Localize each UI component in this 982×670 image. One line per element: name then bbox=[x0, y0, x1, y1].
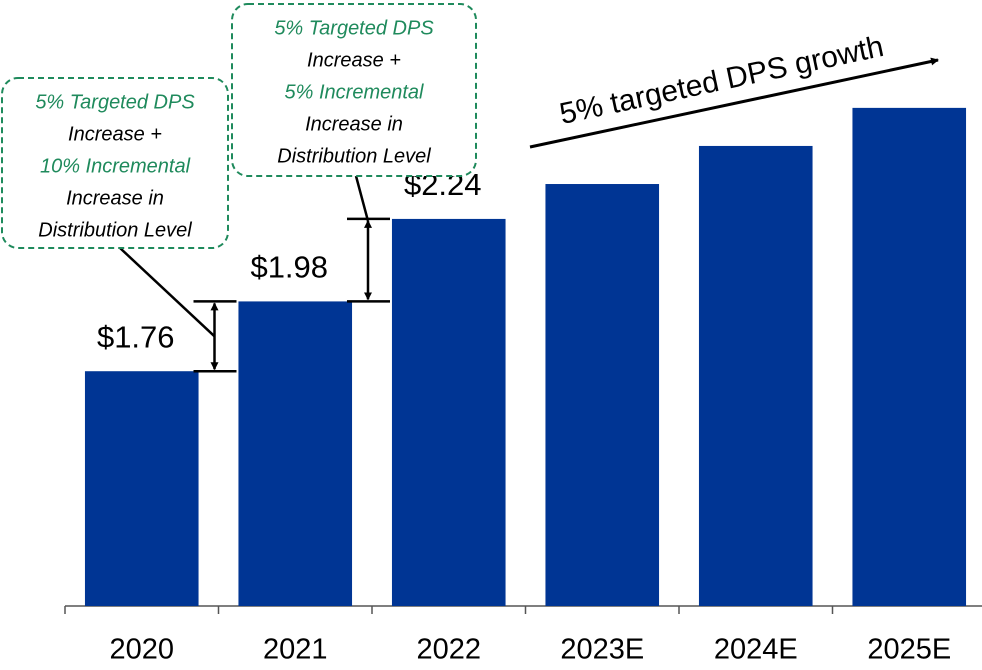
bar bbox=[84, 371, 199, 606]
growth-arrow bbox=[529, 57, 939, 149]
bar bbox=[852, 107, 967, 607]
x-tick-label: 2024E bbox=[714, 634, 798, 666]
x-tick-label: 2021 bbox=[263, 634, 328, 666]
bar bbox=[698, 145, 813, 607]
x-tick-label: 2020 bbox=[109, 634, 174, 666]
bar bbox=[545, 184, 660, 606]
value-label: $1.98 bbox=[250, 250, 328, 285]
x-tick-label: 2023E bbox=[560, 634, 644, 666]
callout-text: 5% Targeted DPS bbox=[35, 91, 195, 113]
callout-text: Distribution Level bbox=[38, 219, 192, 241]
x-tick-label: 2025E bbox=[867, 634, 951, 666]
leader-line bbox=[354, 175, 370, 222]
x-tick-label: 2022 bbox=[416, 634, 481, 666]
bar bbox=[238, 301, 353, 606]
callout-text: 10% Incremental bbox=[40, 155, 191, 177]
callout-text: Increase in bbox=[66, 187, 164, 209]
callout-text: 5% Targeted DPS bbox=[274, 17, 434, 39]
callout-text: Increase + bbox=[307, 49, 401, 71]
callout-box bbox=[231, 3, 477, 177]
value-label: $1.76 bbox=[97, 319, 175, 354]
callout-box bbox=[1, 77, 229, 249]
callout-text: Increase in bbox=[305, 113, 403, 135]
callout-text: 5% Incremental bbox=[285, 81, 425, 103]
bar bbox=[391, 218, 506, 607]
callout-text: Distribution Level bbox=[277, 145, 431, 167]
leader-line bbox=[119, 247, 216, 338]
callout-text: Increase + bbox=[68, 123, 162, 145]
